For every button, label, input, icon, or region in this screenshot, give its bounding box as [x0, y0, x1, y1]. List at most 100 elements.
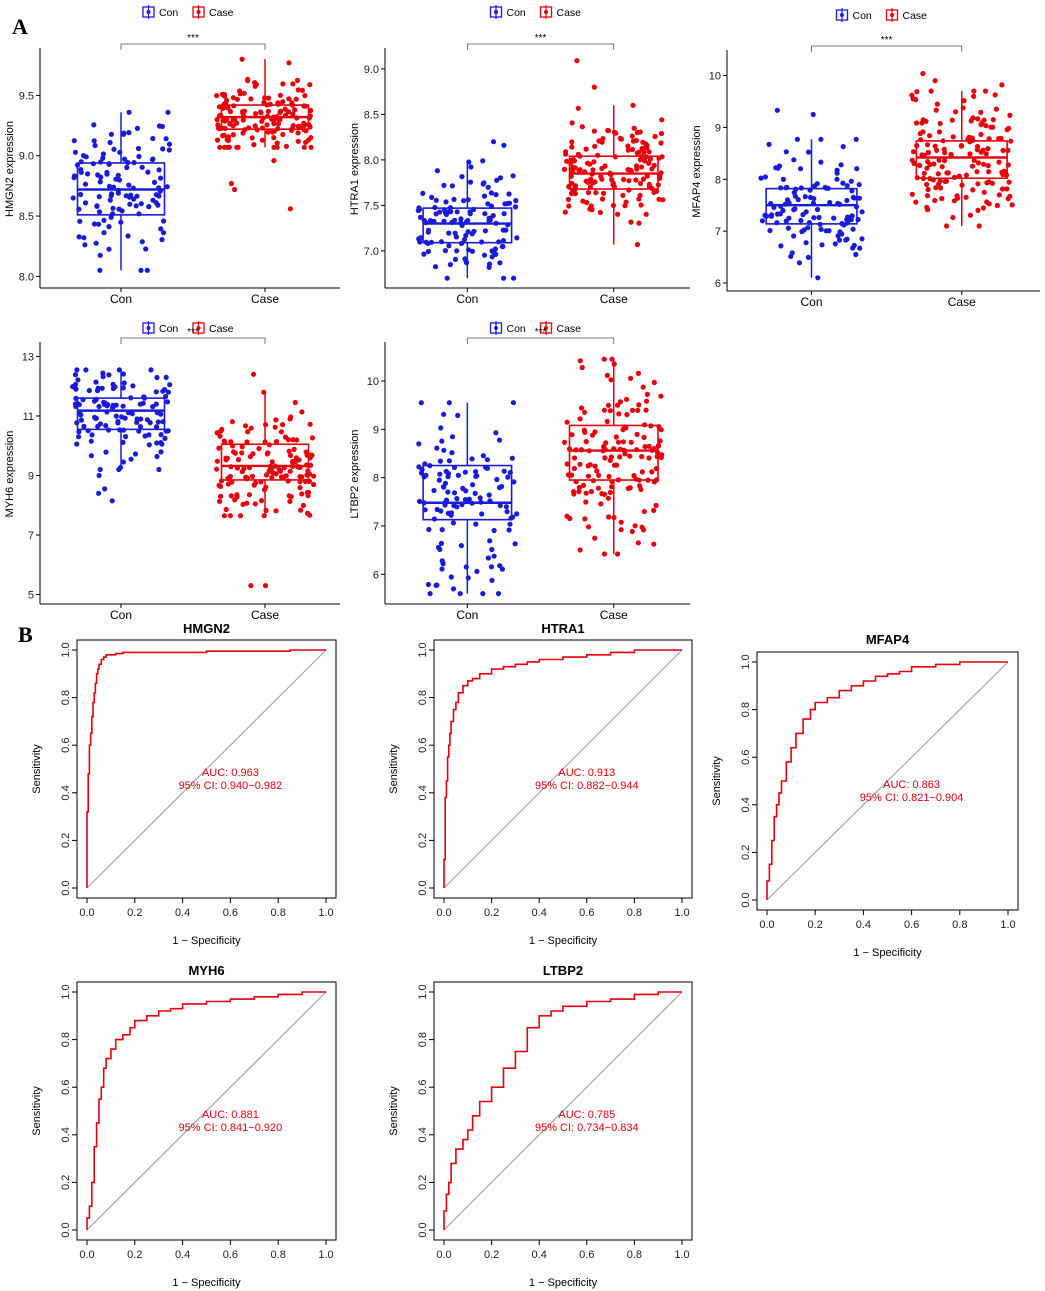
- data-point: [237, 91, 243, 97]
- y-tick-label: 13: [22, 351, 34, 363]
- data-point: [622, 451, 628, 457]
- boxplot-panel-mfap4: Con Case 6 7 8 9 10 MFAP4 expression Con Case ***: [691, 8, 1040, 309]
- data-point: [159, 123, 165, 130]
- data-point: [592, 179, 598, 185]
- data-point: [634, 129, 641, 136]
- data-point: [271, 135, 277, 141]
- legend-label-con: Con: [159, 7, 178, 19]
- data-point: [592, 535, 598, 541]
- data-point: [139, 239, 145, 245]
- data-point: [803, 209, 809, 215]
- data-point: [263, 472, 270, 478]
- data-point: [996, 136, 1002, 142]
- data-point: [604, 418, 610, 425]
- data-point: [660, 197, 666, 203]
- x-tick-label: 0.0: [759, 919, 774, 931]
- data-point: [568, 190, 575, 197]
- data-point: [473, 473, 479, 479]
- data-point: [628, 439, 634, 445]
- ci-label: 95% CI: 0.940−0.982: [179, 780, 283, 792]
- data-point: [796, 260, 803, 266]
- data-point: [840, 180, 846, 186]
- data-point: [837, 229, 843, 235]
- data-point: [637, 157, 644, 163]
- data-point: [452, 230, 458, 236]
- data-point: [134, 416, 140, 422]
- data-point: [859, 236, 865, 242]
- data-point: [455, 472, 461, 478]
- data-point: [218, 493, 224, 499]
- legend-key-con: Con: [489, 321, 526, 335]
- x-tick-label: 0.0: [436, 1249, 451, 1261]
- data-point: [101, 399, 107, 405]
- data-point: [96, 209, 103, 215]
- data-point: [110, 405, 116, 411]
- data-point: [491, 553, 497, 559]
- data-point: [606, 514, 612, 520]
- data-point: [936, 157, 942, 163]
- x-axis-label: 1 − Specificity: [529, 1277, 598, 1289]
- data-point: [626, 178, 632, 184]
- data-point: [97, 179, 103, 185]
- data-point: [609, 484, 615, 490]
- data-point: [91, 138, 97, 144]
- data-point: [121, 156, 128, 162]
- data-point: [470, 482, 476, 488]
- data-point: [592, 463, 598, 469]
- data-point: [125, 233, 131, 239]
- data-point: [221, 104, 227, 110]
- data-point: [238, 513, 244, 519]
- y-tick-label: 0.4: [417, 1127, 429, 1142]
- data-point: [245, 429, 251, 435]
- data-point: [658, 140, 664, 146]
- auc-label: AUC: 0.785: [558, 1109, 615, 1121]
- data-point: [241, 90, 247, 96]
- data-point: [768, 213, 775, 219]
- data-point: [278, 429, 284, 435]
- data-point: [73, 386, 79, 392]
- data-point: [481, 252, 488, 258]
- legend-key-con: Con: [142, 5, 178, 19]
- data-point: [461, 198, 467, 204]
- data-point: [910, 96, 916, 102]
- legend-swatch-point: [196, 10, 201, 14]
- data-point: [239, 444, 245, 450]
- data-point: [299, 87, 305, 93]
- data-point: [448, 574, 454, 580]
- y-tick-label: 8.0: [364, 155, 379, 167]
- data-point: [283, 143, 289, 149]
- data-point: [82, 242, 88, 248]
- significance-bracket: [120, 337, 266, 344]
- y-tick-label: 0.2: [60, 833, 72, 848]
- data-point: [924, 204, 930, 210]
- data-point: [433, 211, 439, 217]
- legend: Con Case: [142, 321, 234, 335]
- data-point: [630, 138, 637, 144]
- roc-title: LTBP2: [543, 963, 583, 978]
- data-point: [442, 248, 448, 254]
- data-point: [128, 456, 134, 462]
- data-point: [814, 181, 820, 187]
- data-point: [785, 225, 792, 231]
- legend-label-case: Case: [209, 7, 234, 19]
- y-tick-label: 1.0: [60, 984, 72, 999]
- data-point: [249, 135, 255, 141]
- data-point: [618, 527, 624, 533]
- y-tick-label: 1.0: [740, 654, 752, 669]
- data-point: [1007, 193, 1013, 199]
- data-point: [582, 409, 588, 415]
- panel-label-a: A: [12, 14, 28, 39]
- y-tick-label: 0.6: [417, 1080, 429, 1095]
- data-point: [784, 197, 791, 203]
- data-point: [308, 107, 314, 114]
- data-point: [856, 195, 863, 201]
- data-point: [459, 174, 465, 180]
- data-point: [83, 367, 89, 373]
- data-point: [635, 540, 641, 546]
- y-tick-label: 7: [373, 521, 379, 533]
- data-point: [978, 131, 984, 137]
- box-iqr: [422, 464, 513, 521]
- data-point: [1000, 147, 1006, 154]
- legend-label-case: Case: [903, 10, 928, 22]
- data-point: [513, 198, 519, 204]
